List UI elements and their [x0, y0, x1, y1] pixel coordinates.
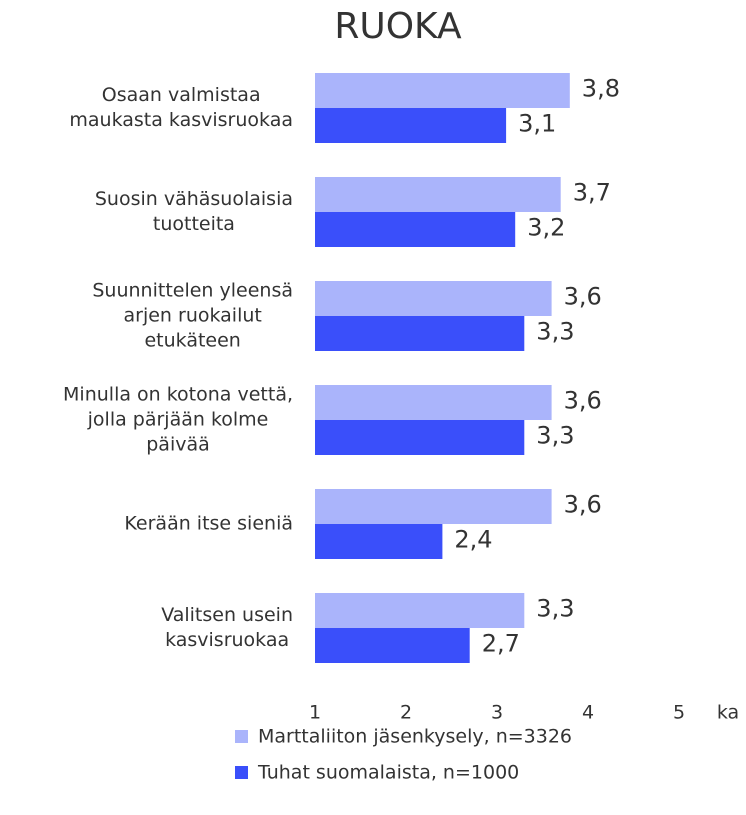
bar: [315, 177, 561, 212]
category-label: Kerään itse sieniä: [124, 512, 293, 535]
x-tick-label: 2: [400, 702, 412, 724]
x-tick-label: 1: [309, 702, 321, 724]
bar: [315, 593, 525, 628]
value-label: 3,6: [564, 283, 602, 311]
category-label: Osaan valmistaa maukasta kasvisruokaa: [69, 84, 293, 131]
x-tick-label: 3: [491, 702, 503, 724]
value-label: 3,3: [536, 318, 574, 346]
value-label: 3,3: [536, 595, 574, 623]
category-label: Valitsen usein kasvisruokaa: [161, 604, 293, 651]
bar: [315, 108, 507, 143]
category-label: Suosin vähäsuolaisia tuotteita: [94, 188, 293, 235]
bar: [315, 316, 525, 351]
x-axis-label: ka: [717, 702, 739, 724]
bar: [315, 385, 552, 420]
value-label: 3,8: [582, 75, 620, 103]
category-label: Suunnittelen yleensä arjen ruokailut etu…: [92, 279, 293, 352]
value-label: 3,2: [527, 214, 565, 242]
bar: [315, 73, 570, 108]
x-tick-label: 5: [673, 702, 685, 724]
bar: [315, 628, 470, 663]
value-label: 3,6: [564, 491, 602, 519]
bar: [315, 420, 525, 455]
value-label: 3,1: [518, 110, 556, 138]
bar: [315, 212, 516, 247]
legend-swatch: [235, 730, 248, 743]
chart-title: RUOKA: [334, 6, 462, 47]
value-label: 3,3: [536, 422, 574, 450]
legend-label: Tuhat suomalaista, n=1000: [257, 762, 519, 784]
bar: [315, 524, 443, 559]
value-label: 2,7: [482, 630, 520, 658]
legend-swatch: [235, 766, 248, 779]
legend-label: Marttaliiton jäsenkysely, n=3326: [258, 726, 572, 748]
value-label: 3,6: [564, 387, 602, 415]
x-tick-label: 4: [582, 702, 594, 724]
value-label: 2,4: [454, 526, 492, 554]
value-label: 3,7: [573, 179, 611, 207]
bar: [315, 489, 552, 524]
bar: [315, 281, 552, 316]
category-label: Minulla on kotona vettä, jolla pärjään k…: [63, 383, 293, 456]
